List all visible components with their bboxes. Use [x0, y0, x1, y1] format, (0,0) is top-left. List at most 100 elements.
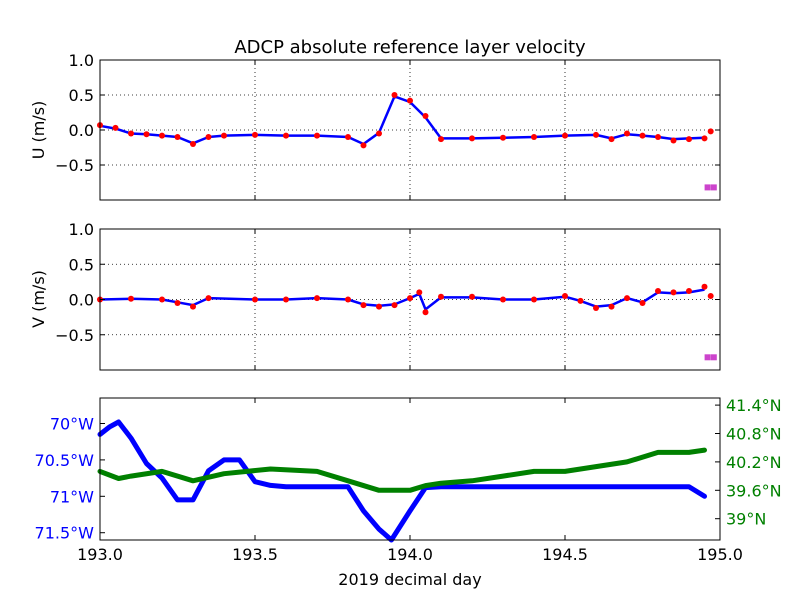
raw-point	[159, 296, 165, 303]
y-tick-label: 0.0	[69, 121, 94, 140]
lon-tick-label: 71.5°W	[35, 524, 95, 543]
day-tick-label: 195.0	[697, 545, 743, 564]
u-flagged-series	[704, 184, 717, 191]
flagged-point	[704, 354, 711, 361]
raw-point	[686, 288, 692, 294]
raw-point	[360, 302, 367, 309]
raw-point	[391, 302, 398, 309]
position-panel-frame	[99, 397, 721, 541]
y-tick-label: 0.0	[69, 291, 94, 310]
raw-point	[345, 296, 351, 303]
raw-point	[562, 132, 568, 139]
raw-point	[112, 124, 119, 131]
flagged-point	[710, 354, 717, 361]
longitude-axis: 70°W 70.5°W 71°W 71.5°W	[35, 414, 105, 543]
raw-point	[391, 92, 398, 98]
flagged-point	[704, 184, 711, 191]
y-tick-label: 0.5	[69, 255, 94, 274]
y-tick-label: 1.0	[69, 51, 94, 70]
raw-point	[376, 130, 382, 137]
raw-point	[670, 137, 677, 144]
chart-title: ADCP absolute reference layer velocity	[234, 37, 586, 58]
u-raw-series	[97, 92, 714, 149]
raw-point	[174, 134, 181, 140]
raw-point	[469, 135, 475, 142]
u-axis-label: U (m/s)	[29, 101, 48, 160]
raw-point	[701, 283, 708, 290]
day-axis: 193.0 193.5 194.0 194.5 195.0	[77, 398, 743, 564]
raw-point	[252, 131, 258, 138]
raw-point	[174, 300, 181, 306]
raw-point	[314, 295, 320, 302]
y-tick-label: 1.0	[69, 220, 94, 239]
raw-point	[407, 295, 413, 302]
raw-point	[624, 295, 630, 302]
raw-point	[531, 134, 537, 140]
v-panel-grid	[100, 229, 720, 370]
raw-point	[221, 132, 227, 139]
lat-tick-label: 39°N	[726, 510, 766, 529]
v-x-ticks	[99, 229, 721, 370]
v-flagged-series	[704, 354, 717, 361]
raw-point	[686, 136, 692, 143]
raw-point	[655, 134, 661, 140]
raw-point	[562, 293, 568, 299]
x-axis-label: 2019 decimal day	[338, 570, 481, 589]
flagged-point	[710, 184, 717, 191]
v-y-axis: 1.0 0.5 0.0 −0.5	[55, 220, 720, 345]
v-axis-label: V (m/s)	[29, 270, 48, 328]
raw-point	[205, 134, 212, 140]
day-tick-label: 194.0	[387, 545, 433, 564]
lon-tick-label: 71°W	[50, 487, 94, 506]
raw-point	[469, 293, 475, 300]
day-tick-label: 194.5	[542, 545, 588, 564]
lat-tick-label: 40.8°N	[726, 425, 782, 444]
position-series	[97, 419, 707, 543]
raw-point	[577, 297, 584, 304]
raw-point	[360, 142, 367, 149]
raw-point	[500, 134, 506, 141]
raw-point	[531, 296, 537, 303]
raw-point	[593, 305, 599, 311]
raw-point	[707, 293, 714, 299]
raw-point	[438, 293, 444, 300]
raw-point	[593, 131, 599, 138]
raw-point	[422, 113, 429, 119]
raw-point	[655, 288, 661, 294]
raw-point	[670, 289, 677, 296]
raw-point	[283, 296, 289, 303]
lat-tick-label: 40.2°N	[726, 453, 782, 472]
raw-point	[283, 132, 289, 139]
y-tick-label: 0.5	[69, 86, 94, 105]
raw-point	[314, 132, 320, 139]
raw-point	[190, 303, 196, 310]
raw-point	[128, 295, 134, 302]
smoothed-line	[99, 95, 705, 146]
y-tick-label: −0.5	[55, 156, 94, 175]
raw-point	[608, 303, 615, 310]
raw-point	[422, 309, 429, 316]
u-smoothed-series	[99, 95, 705, 146]
latitude-axis: 41.4°N 40.8°N 40.2°N 39.6°N 39°N	[715, 396, 782, 529]
raw-point	[500, 296, 506, 303]
day-tick-label: 193.0	[77, 545, 123, 564]
raw-point	[190, 141, 196, 147]
u-y-axis: 1.0 0.5 0.0 −0.5	[55, 51, 720, 175]
raw-point	[624, 130, 630, 137]
u-panel-grid	[100, 60, 720, 200]
raw-point	[205, 295, 212, 302]
raw-point	[252, 296, 258, 303]
raw-point	[407, 97, 413, 104]
u-x-ticks	[99, 60, 721, 200]
y-tick-label: −0.5	[55, 326, 94, 345]
lat-tick-label: 39.6°N	[726, 481, 782, 500]
day-tick-label: 193.5	[232, 545, 278, 564]
latitude-line	[97, 447, 707, 493]
raw-point	[639, 132, 646, 139]
raw-point	[416, 289, 423, 296]
lon-tick-label: 70.5°W	[35, 451, 95, 470]
raw-point	[128, 130, 134, 137]
lon-tick-label: 70°W	[50, 414, 94, 433]
raw-point	[608, 136, 615, 143]
